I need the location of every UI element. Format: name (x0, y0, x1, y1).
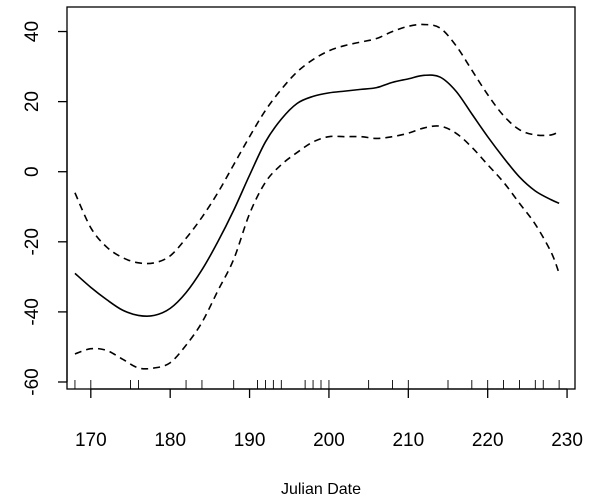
y-tick-label: -60 (22, 368, 43, 395)
y-axis: -60 -40 -20 0 20 40 (22, 21, 68, 396)
x-tick-label: 170 (75, 430, 107, 451)
x-tick-label: 220 (472, 430, 504, 451)
plot-frame (66, 6, 576, 390)
x-axis: 170 180 190 200 210 220 230 (75, 388, 583, 451)
y-tick-label: 20 (22, 91, 43, 112)
x-tick-label: 230 (551, 430, 583, 451)
confidence-band-line (74, 125, 560, 370)
fitted-line (74, 74, 560, 317)
x-tick-label: 210 (392, 430, 424, 451)
series-lines (74, 23, 560, 370)
confidence-band-line (74, 23, 560, 265)
rug-marks (74, 380, 560, 389)
y-tick-label: -20 (22, 228, 43, 255)
y-tick-label: 40 (22, 21, 43, 42)
y-tick-label: 0 (22, 166, 43, 177)
y-tick-label: -40 (22, 298, 43, 325)
x-tick-label: 200 (313, 430, 345, 451)
x-axis-label: Julian Date (281, 481, 361, 498)
x-tick-label: 180 (154, 430, 186, 451)
x-tick-label: 190 (234, 430, 266, 451)
